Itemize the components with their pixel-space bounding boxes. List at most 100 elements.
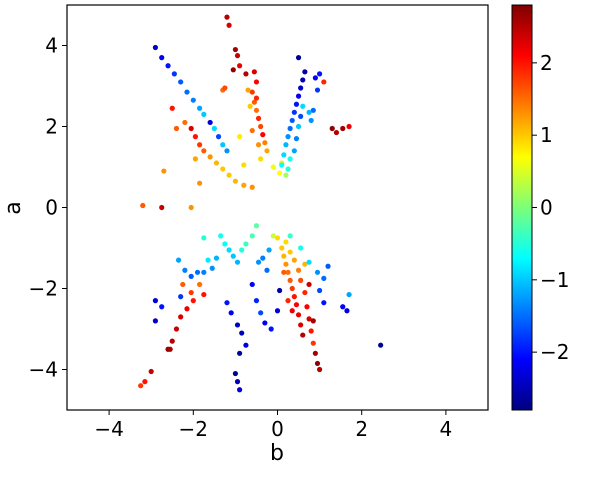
scatter-point — [277, 287, 283, 294]
scatter-point — [264, 148, 270, 154]
scatter-point — [159, 204, 165, 211]
scatter-point — [224, 300, 230, 306]
scatter-point — [178, 314, 184, 320]
scatter-point — [138, 383, 144, 389]
scatter-point — [234, 379, 241, 385]
scatter-point — [287, 125, 293, 132]
scatter-point — [287, 156, 293, 162]
scatter-point — [281, 253, 287, 259]
scatter-point — [213, 160, 220, 166]
scatter-point — [306, 281, 312, 288]
scatter-point — [270, 233, 276, 239]
scatter-point — [213, 255, 220, 261]
scatter-point — [302, 261, 308, 267]
scatter-point — [182, 267, 188, 273]
scatter-point — [258, 156, 264, 162]
scatter-point — [226, 247, 232, 253]
colorbar-ticks: −2 −1 0 1 2 — [532, 51, 569, 364]
colorbar-tick-label: 1 — [540, 123, 553, 147]
scatter-point — [253, 79, 260, 85]
scatter-point — [222, 241, 228, 247]
scatter-point — [188, 289, 194, 296]
scatter-point — [237, 350, 243, 356]
scatter-point — [247, 103, 253, 109]
scatter-point — [317, 71, 323, 77]
scatter-point — [295, 123, 302, 130]
scatter-point — [321, 79, 327, 85]
scatter-point — [310, 107, 316, 113]
scatter-point — [266, 247, 272, 253]
y-tick-label: 2 — [45, 115, 58, 139]
colorbar-tick-label: −1 — [540, 268, 569, 292]
scatter-point — [298, 245, 304, 251]
scatter-point — [209, 265, 215, 271]
scatter-point — [298, 85, 304, 91]
scatter-point — [152, 318, 159, 324]
scatter-point — [239, 247, 245, 253]
scatter-point — [298, 277, 304, 283]
scatter-point — [291, 257, 297, 263]
scatter-point — [291, 109, 297, 115]
scatter-point — [218, 233, 224, 239]
scatter-point — [215, 134, 222, 140]
scatter-point — [190, 298, 196, 304]
scatter-point — [249, 233, 255, 239]
scatter-point — [251, 99, 257, 105]
scatter-point — [344, 308, 350, 314]
y-tick-label: −2 — [29, 277, 58, 301]
scatter-point — [283, 142, 289, 148]
scatter-point — [283, 172, 289, 178]
scatter-point — [264, 267, 270, 273]
scatter-point — [205, 257, 211, 263]
scatter-point — [241, 162, 247, 168]
scatter-point — [188, 204, 194, 211]
scatter-point — [314, 360, 321, 367]
scatter-point — [226, 22, 232, 28]
scatter-point — [281, 152, 287, 158]
scatter-point — [190, 97, 196, 103]
scatter-point — [279, 162, 285, 168]
scatter-point — [224, 148, 230, 154]
scatter-point — [346, 291, 352, 298]
scatter-point — [142, 379, 148, 385]
scatter-point — [159, 304, 165, 310]
scatter-point — [268, 326, 274, 332]
scatter-point — [159, 55, 165, 61]
scatter-point — [169, 338, 175, 344]
scatter-point — [201, 269, 207, 275]
scatter-point — [300, 332, 306, 338]
scatter-point — [230, 67, 236, 73]
scatter-point — [171, 71, 177, 77]
x-tick-label: −4 — [94, 417, 123, 441]
scatter-point — [253, 298, 260, 304]
scatter-point — [243, 342, 249, 348]
scatter-point — [175, 257, 182, 263]
plot-frame — [66, 4, 489, 411]
scatter-point — [321, 300, 327, 306]
scatter-point — [258, 310, 264, 316]
scatter-point — [220, 166, 226, 172]
scatter-point — [260, 132, 266, 138]
scatter-point — [300, 103, 306, 109]
x-tick-label: 2 — [355, 417, 368, 441]
scatter-point — [302, 289, 308, 296]
scatter-point — [283, 261, 289, 267]
scatter-point — [295, 55, 302, 61]
scatter-point — [167, 346, 173, 352]
scatter-point — [302, 69, 308, 75]
scatter-point — [285, 134, 291, 140]
scatter-point — [277, 170, 283, 176]
scatter-point — [274, 235, 281, 241]
scatter-point — [283, 239, 289, 245]
scatter-point — [182, 119, 188, 126]
scatter-point — [140, 202, 146, 209]
scatter-point — [249, 127, 255, 134]
scatter-point — [321, 275, 327, 281]
scatter-point — [184, 89, 190, 95]
scatter-point — [314, 87, 321, 93]
scatter-point — [243, 71, 249, 77]
colorbar-tick-label: −2 — [540, 340, 569, 364]
scatter-point — [184, 306, 190, 312]
scatter-point — [289, 285, 295, 292]
